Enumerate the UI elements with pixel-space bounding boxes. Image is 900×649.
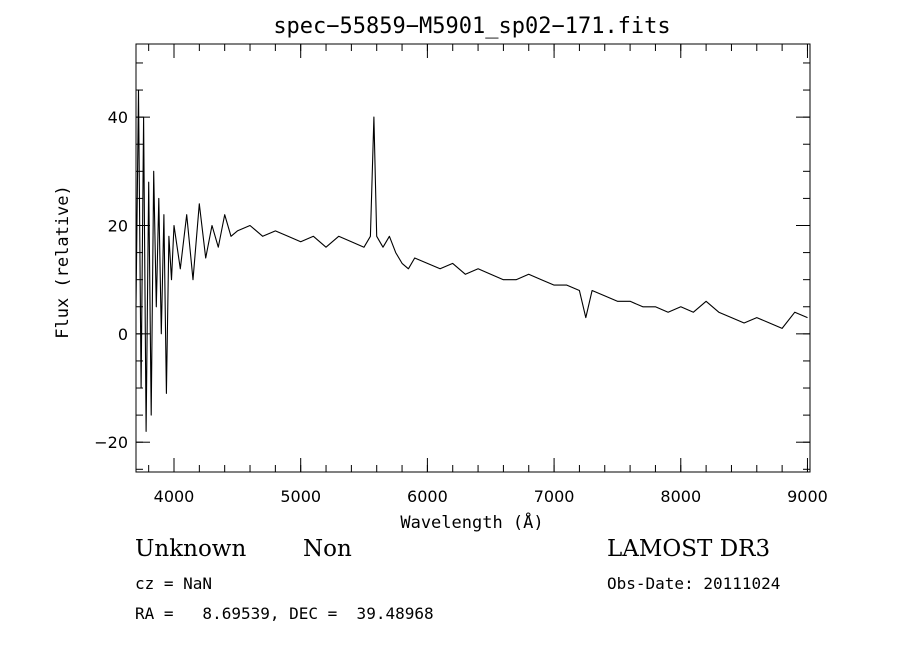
y-tick-label: −20 <box>94 433 128 452</box>
flux-line <box>135 89 808 432</box>
x-tick-label: 8000 <box>660 487 701 506</box>
y-axis-label: Flux (relative) <box>53 185 73 339</box>
plot-frame <box>135 43 811 473</box>
redshift-label: cz = NaN <box>135 574 213 593</box>
object-class-label: Unknown <box>135 536 247 562</box>
survey-label: LAMOST DR3 <box>607 536 771 562</box>
x-axis-label: Wavelength (Å) <box>400 511 543 533</box>
coordinates-label: RA = 8.69539, DEC = 39.48968 <box>135 604 434 623</box>
axis-tick-labels: 4000 5000 6000 7000 8000 9000 −20 0 20 40 <box>94 108 828 506</box>
y-tick-label: 40 <box>108 108 128 127</box>
axis-ticks <box>136 44 810 472</box>
obs-date-label: Obs-Date: 20111024 <box>607 574 781 593</box>
x-tick-label: 7000 <box>534 487 575 506</box>
chart-title: spec−55859−M5901_sp02−171.fits <box>273 14 670 39</box>
object-subclass-label: Non <box>303 536 352 562</box>
x-tick-label: 9000 <box>787 487 828 506</box>
x-tick-label: 6000 <box>407 487 448 506</box>
x-tick-label: 4000 <box>154 487 195 506</box>
x-tick-label: 5000 <box>280 487 321 506</box>
y-tick-label: 20 <box>108 216 128 235</box>
y-tick-label: 0 <box>118 325 128 344</box>
